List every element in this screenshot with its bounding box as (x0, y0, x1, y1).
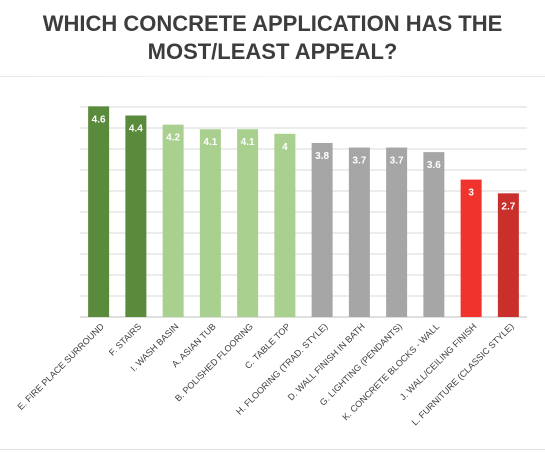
bar (125, 115, 147, 317)
card-border (0, 76, 545, 77)
data-label: 4.1 (203, 137, 217, 148)
chart-title: WHICH CONCRETE APPLICATION HAS THE MOST/… (0, 10, 545, 66)
data-label: 3.7 (390, 156, 404, 167)
data-label: 3.7 (352, 156, 366, 167)
bar (497, 193, 519, 317)
data-label: 4.6 (92, 114, 106, 125)
bar (386, 147, 408, 317)
category-label: D. WALL FINISH IN BATH (286, 321, 367, 402)
chart-title-line-1: WHICH CONCRETE APPLICATION HAS THE (42, 11, 503, 36)
category-label: B. POLISHED FLOORING (173, 321, 255, 403)
bottom-rule (0, 449, 545, 450)
bar (423, 152, 445, 317)
category-label: J. WALL/CEILING FINISH (398, 321, 479, 402)
data-label: 4.4 (129, 123, 143, 134)
data-label: 4.1 (241, 137, 255, 148)
bar (162, 124, 184, 317)
bar (199, 129, 221, 317)
data-label: 4 (282, 142, 288, 153)
category-label: F. STAIRS (107, 321, 143, 357)
data-label: 2.7 (501, 201, 515, 212)
bar (88, 106, 110, 317)
category-label: E. FIRE PLACE SURROUND (16, 321, 107, 412)
data-label: 3 (468, 188, 474, 199)
chart-title-line-2: MOST/LEAST APPEAL? (147, 39, 398, 64)
data-label: 3.6 (427, 160, 441, 171)
bar (274, 133, 296, 317)
bar (311, 142, 333, 317)
data-label: 4.2 (166, 133, 180, 144)
data-label: 3.8 (315, 151, 329, 162)
bar (460, 179, 482, 317)
bar (237, 129, 259, 317)
bar (348, 147, 370, 317)
